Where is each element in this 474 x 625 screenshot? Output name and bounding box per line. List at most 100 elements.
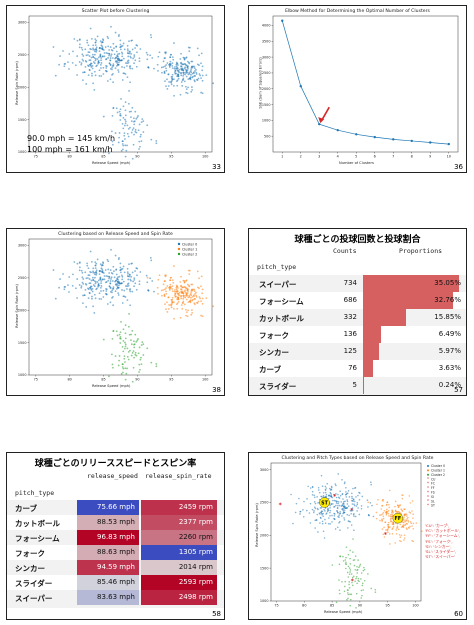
scatter-point (118, 256, 120, 259)
scatter-point (94, 74, 97, 77)
scatter-point (133, 120, 136, 123)
scatter-point (381, 520, 383, 522)
scatter-point (342, 508, 345, 510)
scatter-point (347, 553, 350, 556)
scatter-point (145, 274, 148, 277)
scatter-point (342, 498, 344, 500)
scatter-point (363, 566, 365, 569)
scatter-point (95, 65, 98, 68)
scatter-point (167, 308, 170, 310)
scatter-point (157, 292, 159, 295)
legend-swatch: * (427, 494, 429, 499)
scatter-point (123, 132, 126, 135)
scatter-point (120, 98, 122, 100)
scatter-point (366, 499, 369, 502)
scatter-point (336, 526, 339, 529)
scatter-point (129, 349, 131, 352)
scatter-point (136, 116, 139, 119)
scatter-point (335, 504, 337, 507)
scatter-point (115, 65, 118, 67)
scatter-point (374, 588, 377, 591)
scatter-point (161, 71, 163, 74)
scatter-point (196, 78, 198, 81)
scatter-point (177, 298, 180, 301)
scatter-point (78, 61, 81, 63)
scatter-point (302, 516, 305, 518)
scatter-point (191, 60, 194, 63)
scatter-point (176, 75, 178, 78)
scatter-point (96, 35, 99, 38)
scatter-point (397, 510, 400, 513)
counts-table: スイーパー 734 35.05% フォーシーム 686 32.76% カットボール 332 15… (249, 275, 466, 395)
scatter-point (104, 269, 107, 271)
scatter-point (126, 367, 128, 370)
scatter-point (412, 517, 414, 519)
scatter-point (117, 61, 120, 64)
scatter-point (173, 290, 176, 293)
scatter-point (360, 578, 362, 580)
scatter-point (124, 337, 127, 340)
x-axis-label: Release Speed (mph) (92, 161, 131, 165)
y-tick-label: 2000 (260, 533, 269, 537)
scatter-point (80, 46, 83, 49)
scatter-point (78, 43, 81, 46)
slide-elbow: Elbow Method for Determining the Optimal… (248, 5, 467, 173)
scatter-point (346, 513, 349, 516)
scatter-point (93, 50, 96, 53)
speed-cell: 88.53 mph (77, 515, 139, 530)
scatter-point (336, 510, 338, 513)
scatter-point (107, 260, 110, 263)
legend-label: SL (431, 499, 435, 503)
scatter-point (184, 71, 187, 74)
scatter-point (108, 375, 110, 378)
scatter-point (302, 509, 304, 511)
scatter-point (346, 499, 348, 501)
scatter-point (295, 502, 298, 505)
scatter-point (78, 266, 81, 269)
spin-cell: 2498 rpm (141, 590, 217, 605)
scatter-point (327, 522, 330, 525)
scatter-point (127, 102, 130, 105)
scatter-point (76, 262, 79, 265)
scatter-point (183, 56, 186, 59)
scatter-point (165, 292, 168, 295)
scatter-point (89, 270, 91, 273)
scatter-point (92, 47, 94, 50)
scatter-point (111, 272, 114, 275)
scatter-point (95, 46, 98, 49)
scatter-point (80, 269, 83, 272)
spin-cell: 1305 rpm (141, 545, 217, 560)
scatter-point (168, 81, 171, 83)
scatter-point (324, 510, 326, 512)
scatter-point (322, 515, 325, 518)
table-row: カットボール 332 15.85% (249, 309, 466, 327)
scatter-point (348, 520, 350, 523)
scatter-point (149, 54, 152, 57)
scatter-point (95, 262, 98, 265)
scatter-point (64, 285, 67, 288)
scatter-point (309, 502, 312, 505)
scatter-point (105, 52, 108, 54)
scatter-point (357, 494, 359, 497)
scatter-point (101, 41, 104, 43)
pitch-type-mapping: 'CU': 'カーブ', 'FC': 'カットボール', 'FF': 'フォーシーム… (425, 523, 460, 559)
scatter-point (95, 39, 98, 42)
scatter-point (389, 543, 391, 545)
scatter-point (193, 288, 196, 291)
scatter-point (134, 351, 137, 354)
scatter-point (349, 571, 351, 573)
scatter-point (138, 346, 141, 349)
table-row: フォーク 136 6.49% (249, 326, 466, 344)
scatter-point (176, 73, 179, 76)
scatter-point (192, 294, 195, 297)
scatter-point (390, 515, 393, 518)
scatter-point (353, 503, 355, 505)
scatter-point (135, 267, 138, 269)
scatter-point (335, 493, 337, 495)
scatter-point (78, 46, 81, 49)
scatter-point (412, 540, 415, 543)
scatter-point (140, 363, 143, 366)
scatter-point (142, 343, 145, 345)
scatter-point (382, 533, 385, 535)
scatter-point (88, 291, 91, 294)
